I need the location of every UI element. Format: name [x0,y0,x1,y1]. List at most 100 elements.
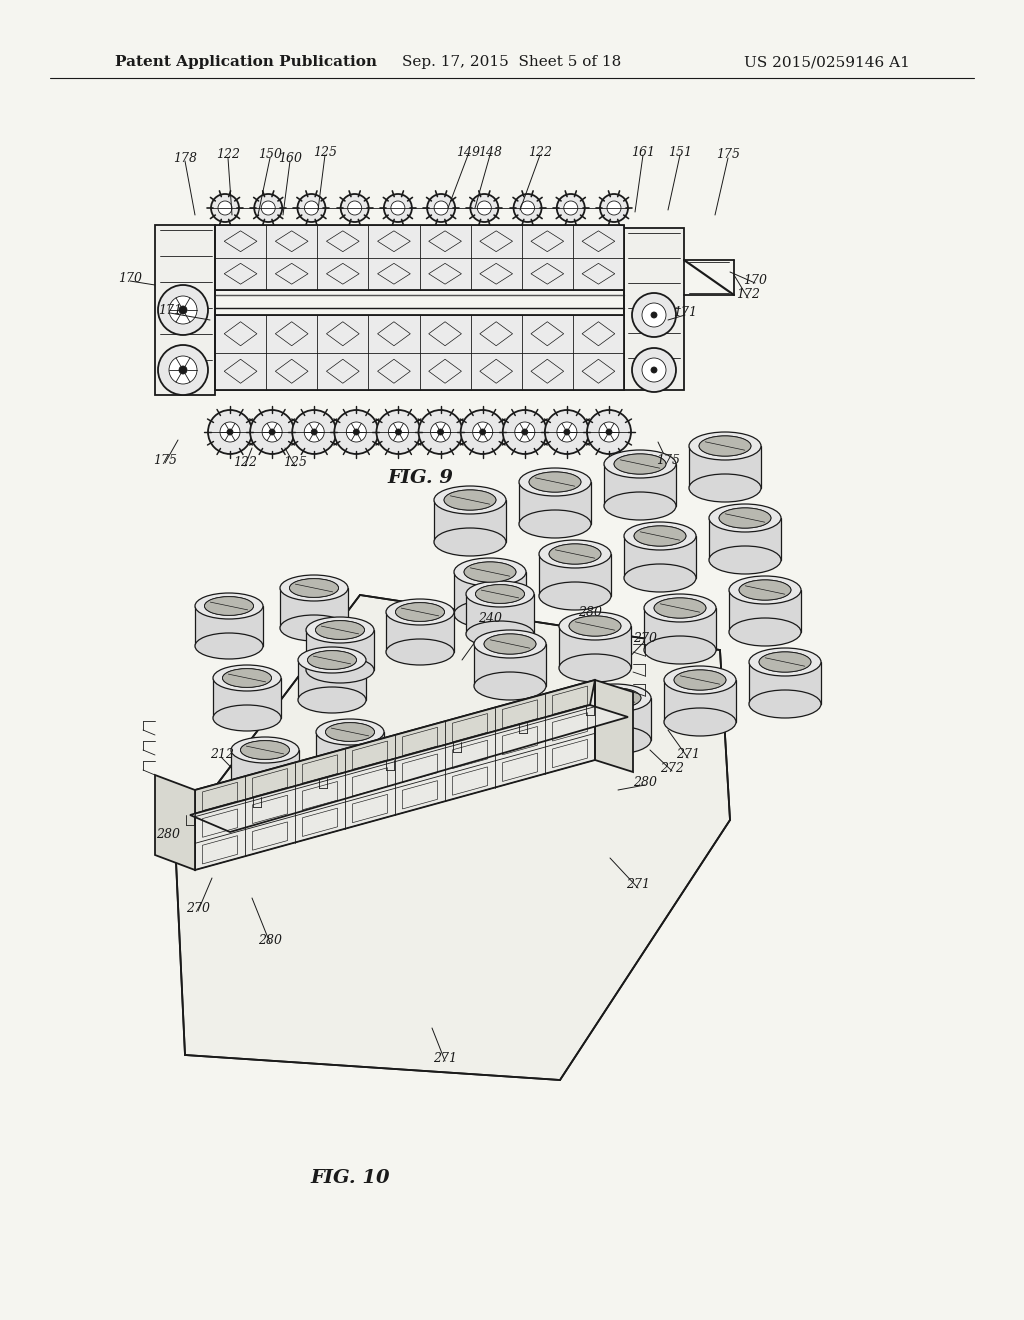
Ellipse shape [749,648,821,676]
Ellipse shape [231,737,299,763]
Circle shape [557,422,577,442]
Polygon shape [190,705,628,832]
Polygon shape [729,590,801,632]
Circle shape [607,201,621,215]
Ellipse shape [674,671,726,690]
Polygon shape [190,680,595,814]
Circle shape [522,429,527,436]
Text: 272: 272 [660,762,684,775]
Circle shape [564,429,570,436]
Ellipse shape [644,636,716,664]
Ellipse shape [444,490,496,510]
Ellipse shape [395,603,444,622]
Text: 178: 178 [173,152,197,165]
Ellipse shape [315,620,365,639]
Ellipse shape [386,639,454,665]
Text: 125: 125 [283,457,307,470]
Ellipse shape [298,647,366,673]
Ellipse shape [222,669,271,688]
Polygon shape [466,594,534,634]
Text: 271: 271 [433,1052,457,1064]
Ellipse shape [307,651,356,669]
Text: 270: 270 [186,902,210,915]
Text: FIG. 10: FIG. 10 [310,1170,390,1187]
Circle shape [179,306,187,314]
Ellipse shape [315,620,365,639]
Text: 122: 122 [233,457,257,470]
Ellipse shape [494,744,566,772]
Ellipse shape [654,598,706,618]
Ellipse shape [579,726,651,754]
Circle shape [434,201,449,215]
Text: 151: 151 [668,145,692,158]
Polygon shape [213,678,281,718]
Polygon shape [195,680,595,870]
Text: 170: 170 [743,273,767,286]
Polygon shape [434,500,506,543]
Ellipse shape [290,578,339,598]
Ellipse shape [474,630,546,657]
Polygon shape [231,750,299,789]
Circle shape [250,411,294,454]
Polygon shape [604,465,676,506]
Text: FIG. 9: FIG. 9 [387,469,453,487]
Text: 270: 270 [633,631,657,644]
Ellipse shape [222,669,271,688]
Circle shape [600,194,628,222]
Text: 271: 271 [676,748,700,762]
Ellipse shape [719,508,771,528]
Text: 160: 160 [278,152,302,165]
Ellipse shape [195,634,263,659]
Circle shape [304,422,325,442]
Ellipse shape [624,564,696,591]
Ellipse shape [569,616,621,636]
Circle shape [384,194,412,222]
Text: 280: 280 [633,776,657,788]
Text: 240: 240 [478,611,502,624]
Ellipse shape [494,702,566,730]
Ellipse shape [519,469,591,496]
Circle shape [395,429,401,436]
Polygon shape [494,715,566,758]
Circle shape [334,411,378,454]
Ellipse shape [664,708,736,737]
Circle shape [520,201,535,215]
Ellipse shape [475,585,524,603]
Text: 175: 175 [716,149,740,161]
Circle shape [169,356,197,384]
Polygon shape [306,630,374,671]
Ellipse shape [466,620,534,647]
Ellipse shape [529,473,581,492]
Polygon shape [386,612,454,652]
Circle shape [632,293,676,337]
Polygon shape [175,595,730,1080]
Ellipse shape [298,686,366,713]
Circle shape [514,194,542,222]
Circle shape [227,429,233,436]
Ellipse shape [589,688,641,708]
Circle shape [261,201,275,215]
Polygon shape [579,698,651,741]
Ellipse shape [326,722,375,742]
Circle shape [179,366,187,374]
Ellipse shape [539,582,611,610]
Ellipse shape [386,599,454,624]
Ellipse shape [213,705,281,731]
Text: 150: 150 [258,149,282,161]
Circle shape [437,429,443,436]
Ellipse shape [504,706,556,726]
Text: 148: 148 [478,145,502,158]
Ellipse shape [464,562,516,582]
Polygon shape [644,609,716,649]
Ellipse shape [664,667,736,694]
Ellipse shape [474,672,546,700]
Ellipse shape [549,544,601,564]
Text: 161: 161 [631,145,655,158]
Ellipse shape [316,719,384,744]
Circle shape [479,429,485,436]
Circle shape [587,411,631,454]
Ellipse shape [739,579,791,601]
Text: 172: 172 [736,289,760,301]
Ellipse shape [689,432,761,459]
Circle shape [545,411,589,454]
